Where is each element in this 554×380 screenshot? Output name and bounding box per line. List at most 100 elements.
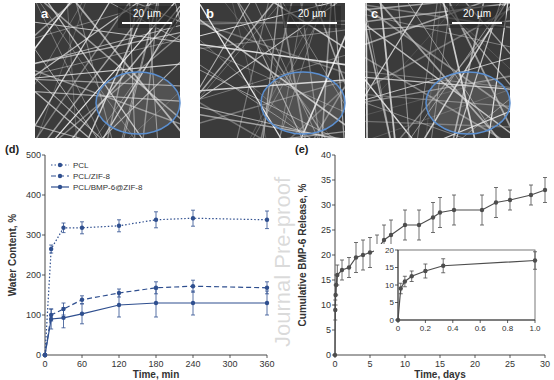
y-tick bbox=[332, 205, 335, 206]
marker bbox=[508, 198, 512, 202]
error-cap bbox=[117, 293, 121, 294]
marker bbox=[191, 284, 195, 288]
x-tick-label: 1.0 bbox=[529, 324, 541, 333]
y-tick bbox=[42, 275, 45, 276]
scale-bar-label: 20 µm bbox=[133, 8, 161, 19]
fiber bbox=[35, 3, 180, 138]
error-cap bbox=[438, 197, 442, 198]
x-tick-label: 5 bbox=[367, 359, 372, 369]
fiber bbox=[392, 3, 424, 138]
x-tick bbox=[193, 355, 194, 358]
fiber bbox=[57, 3, 84, 138]
y-tick-label: 35 bbox=[321, 175, 331, 185]
x-tick bbox=[475, 355, 476, 358]
y-tick-label: 30 bbox=[321, 200, 331, 210]
marker bbox=[154, 286, 158, 290]
panel-title: (e) bbox=[295, 143, 309, 155]
y-tick-label: 400 bbox=[26, 190, 41, 200]
error-cap bbox=[452, 195, 456, 196]
x-tick-label: 25 bbox=[505, 359, 515, 369]
error-cap bbox=[529, 185, 533, 186]
y-tick-label: 500 bbox=[26, 150, 41, 160]
x-tick-label: 0 bbox=[396, 324, 401, 333]
y-tick-label: 25 bbox=[321, 225, 331, 235]
error-bar bbox=[117, 293, 121, 317]
error-cap bbox=[431, 202, 435, 203]
error-cap bbox=[335, 285, 339, 286]
error-cap bbox=[265, 281, 269, 282]
error-bar bbox=[417, 210, 421, 240]
fiber bbox=[35, 3, 180, 138]
error-bar bbox=[62, 223, 66, 233]
error-cap bbox=[49, 309, 53, 310]
x-tick bbox=[480, 320, 481, 323]
error-cap bbox=[62, 307, 66, 308]
error-cap bbox=[80, 295, 84, 296]
error-cap bbox=[80, 221, 84, 222]
y-tick bbox=[395, 250, 398, 251]
x-tick-label: 15 bbox=[435, 359, 445, 369]
error-cap bbox=[117, 289, 121, 290]
series-line bbox=[335, 190, 545, 355]
error-cap bbox=[543, 177, 547, 178]
series-line bbox=[45, 286, 267, 355]
marker bbox=[417, 223, 421, 227]
error-cap bbox=[62, 223, 66, 224]
series-line bbox=[45, 218, 267, 355]
y-axis bbox=[45, 155, 46, 355]
scale-bar-label: 20 µm bbox=[463, 8, 491, 19]
error-cap bbox=[375, 235, 379, 236]
marker bbox=[334, 283, 338, 287]
error-cap bbox=[347, 277, 351, 278]
error-cap bbox=[410, 271, 414, 272]
error-bar bbox=[452, 195, 456, 225]
error-cap bbox=[340, 280, 344, 281]
error-bar bbox=[80, 296, 84, 304]
marker bbox=[410, 274, 414, 278]
fibers bbox=[35, 3, 180, 138]
error-cap bbox=[417, 240, 421, 241]
y-tick-label: 20 bbox=[321, 250, 331, 260]
fiber bbox=[365, 3, 510, 80]
y-tick-label: 0 bbox=[390, 316, 395, 325]
error-cap bbox=[154, 211, 158, 212]
x-tick-label: 120 bbox=[111, 359, 126, 369]
marker bbox=[529, 193, 533, 197]
marker bbox=[333, 308, 337, 312]
marker bbox=[265, 286, 269, 290]
marker bbox=[333, 353, 337, 357]
x-tick bbox=[405, 355, 406, 358]
error-cap bbox=[191, 210, 195, 211]
marker bbox=[43, 353, 47, 357]
scale-bar bbox=[287, 22, 337, 24]
marker bbox=[399, 286, 403, 290]
y-tick bbox=[395, 302, 398, 303]
y-tick bbox=[395, 285, 398, 286]
error-cap bbox=[265, 228, 269, 229]
error-bar bbox=[62, 308, 66, 328]
chart: 0510152025300510152025303540Time, daysCu… bbox=[295, 143, 550, 380]
x-axis bbox=[398, 320, 535, 321]
y-tick-label: 40 bbox=[321, 150, 331, 160]
error-cap bbox=[441, 272, 445, 273]
error-cap bbox=[533, 251, 537, 252]
marker bbox=[265, 301, 269, 305]
x-tick bbox=[507, 320, 508, 323]
y-tick bbox=[42, 195, 45, 196]
error-bar bbox=[80, 222, 84, 234]
x-tick bbox=[440, 355, 441, 358]
y-tick-label: 10 bbox=[385, 281, 394, 290]
y-tick-label: 300 bbox=[26, 230, 41, 240]
marker bbox=[191, 301, 195, 305]
x-tick-label: 30 bbox=[540, 359, 550, 369]
error-cap bbox=[154, 281, 158, 282]
error-bar bbox=[334, 285, 338, 305]
marker bbox=[335, 273, 339, 277]
y-tick-label: 0 bbox=[36, 350, 41, 360]
chart: 00.20.40.60.81.005101520 bbox=[374, 244, 541, 340]
error-bar bbox=[117, 220, 121, 232]
fiber bbox=[35, 3, 180, 138]
marker bbox=[368, 250, 372, 254]
marker bbox=[382, 238, 386, 242]
fiber bbox=[365, 6, 510, 138]
